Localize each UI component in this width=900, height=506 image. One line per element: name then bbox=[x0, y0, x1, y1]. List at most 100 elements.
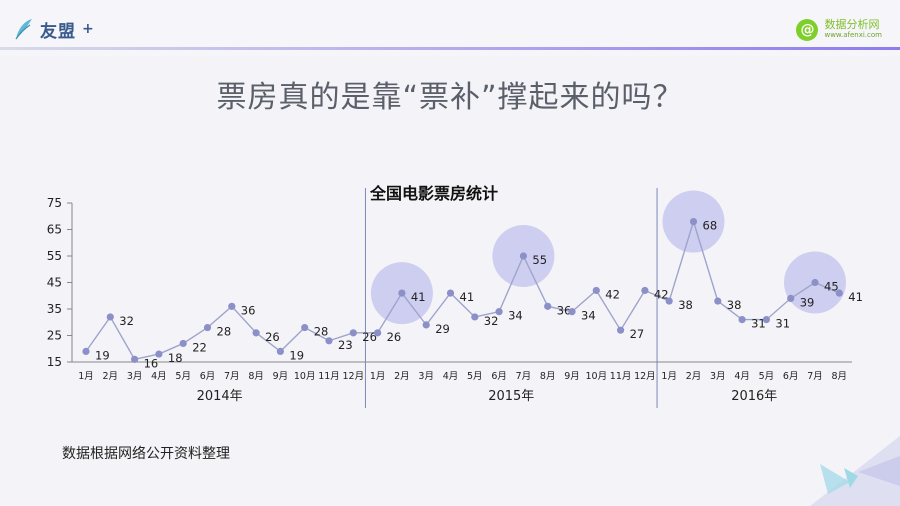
afenxi-logo: @ 数据分析网 www.afenxi.com bbox=[796, 19, 882, 41]
data-point bbox=[82, 347, 90, 355]
data-label: 18 bbox=[168, 351, 183, 365]
data-label: 32 bbox=[484, 314, 499, 328]
data-point bbox=[301, 323, 309, 332]
data-label: 38 bbox=[727, 298, 742, 312]
data-label: 36 bbox=[557, 303, 572, 317]
umeng-logo: 友盟 + bbox=[12, 14, 94, 44]
data-point bbox=[398, 289, 406, 297]
data-point bbox=[446, 289, 455, 297]
data-label: 36 bbox=[241, 303, 256, 317]
x-tick-label: 8月 bbox=[540, 371, 556, 382]
x-tick-label: 9月 bbox=[273, 371, 289, 382]
data-point bbox=[155, 350, 163, 358]
x-tick-label: 2月 bbox=[394, 371, 410, 382]
x-tick-label: 3月 bbox=[710, 371, 726, 382]
data-label: 27 bbox=[630, 327, 645, 341]
x-tick-label: 2月 bbox=[686, 371, 702, 382]
x-tick-label: 4月 bbox=[151, 371, 167, 382]
data-label: 39 bbox=[800, 295, 815, 309]
data-label: 26 bbox=[362, 330, 377, 344]
brand-text: 友盟 bbox=[40, 21, 76, 42]
data-label: 29 bbox=[435, 322, 450, 336]
year-label: 2016年 bbox=[731, 389, 777, 404]
data-label: 22 bbox=[192, 340, 207, 354]
y-tick-label: 55 bbox=[47, 249, 62, 263]
data-label: 41 bbox=[848, 290, 863, 304]
data-point bbox=[228, 302, 236, 310]
data-label: 68 bbox=[703, 219, 718, 233]
data-point bbox=[495, 308, 503, 316]
data-label: 28 bbox=[314, 325, 329, 339]
data-point bbox=[811, 278, 819, 287]
data-label: 26 bbox=[387, 330, 402, 344]
box-office-chart: 15 25 35 45 55 65 75 2014年 2015年 2016年 全国电影票房统计 1月 2… bbox=[47, 184, 863, 408]
x-tick-label: 10月 bbox=[294, 371, 316, 382]
data-label: 31 bbox=[751, 317, 766, 331]
x-tick-label: 3月 bbox=[127, 371, 143, 382]
y-tick-label: 35 bbox=[47, 302, 62, 316]
y-tick-label: 25 bbox=[47, 329, 62, 343]
brand-plus: + bbox=[82, 21, 94, 37]
x-tick-label: 6月 bbox=[491, 371, 507, 382]
site-name: 数据分析网 bbox=[824, 18, 880, 31]
data-point bbox=[471, 313, 479, 321]
data-label: 28 bbox=[217, 325, 232, 339]
site-url: www.afenxi.com bbox=[824, 31, 882, 39]
source-note: 数据根据网络公开资料整理 bbox=[62, 446, 230, 462]
data-point bbox=[374, 329, 382, 337]
x-tick-label: 11月 bbox=[610, 371, 632, 382]
x-tick-label: 5月 bbox=[467, 371, 483, 382]
data-point bbox=[519, 252, 528, 260]
x-tick-label: 5月 bbox=[759, 371, 775, 382]
data-label: 32 bbox=[119, 314, 134, 328]
x-tick-label: 12月 bbox=[634, 371, 656, 382]
slide-title: 票房真的是靠“票补”撑起来的吗？ bbox=[216, 80, 684, 115]
series-line bbox=[85, 219, 840, 361]
data-point bbox=[131, 355, 139, 363]
y-tick-label: 65 bbox=[47, 223, 62, 237]
x-tick-label: 2月 bbox=[103, 371, 119, 382]
x-tick-label: 8月 bbox=[248, 371, 264, 382]
data-label: 19 bbox=[95, 348, 110, 362]
chart-title: 全国电影票房统计 bbox=[369, 184, 498, 203]
x-tick-label: 7月 bbox=[807, 371, 823, 382]
data-point bbox=[714, 297, 722, 305]
x-tick-label: 9月 bbox=[564, 371, 580, 382]
y-tick-label: 75 bbox=[47, 196, 62, 210]
data-point bbox=[276, 347, 284, 355]
x-tick-label: 4月 bbox=[443, 371, 459, 382]
feather-icon bbox=[15, 19, 32, 40]
x-tick-label: 6月 bbox=[783, 371, 799, 382]
data-label: 19 bbox=[289, 348, 304, 362]
corner-decoration bbox=[810, 436, 900, 506]
at-icon: @ bbox=[796, 19, 819, 41]
data-label: 23 bbox=[338, 338, 353, 352]
data-point bbox=[349, 329, 357, 337]
x-tick-label: 1月 bbox=[661, 371, 677, 382]
data-label: 41 bbox=[411, 290, 426, 304]
year-label: 2014年 bbox=[197, 389, 243, 404]
data-point bbox=[544, 302, 552, 310]
data-label: 34 bbox=[508, 309, 523, 323]
data-point bbox=[568, 308, 576, 316]
data-point bbox=[179, 339, 187, 348]
header-divider bbox=[0, 47, 900, 50]
data-point bbox=[762, 316, 771, 324]
data-label: 42 bbox=[605, 287, 620, 301]
data-label: 31 bbox=[775, 317, 790, 331]
y-tick-label: 15 bbox=[47, 355, 62, 369]
data-label: 55 bbox=[532, 253, 547, 267]
data-label: 42 bbox=[654, 287, 669, 301]
top-bar bbox=[0, 0, 900, 56]
data-label: 41 bbox=[460, 290, 475, 304]
data-point bbox=[203, 323, 212, 332]
data-label: 34 bbox=[581, 309, 596, 323]
data-point bbox=[252, 329, 260, 337]
x-tick-label: 4月 bbox=[734, 371, 750, 382]
year-label: 2015年 bbox=[488, 389, 534, 404]
data-point bbox=[835, 289, 843, 297]
data-point bbox=[787, 294, 795, 302]
data-point bbox=[738, 316, 746, 324]
data-label: 38 bbox=[678, 298, 693, 312]
data-point bbox=[422, 321, 430, 329]
